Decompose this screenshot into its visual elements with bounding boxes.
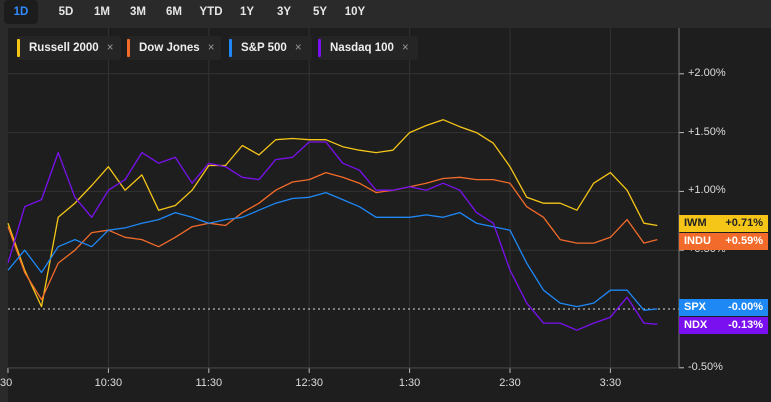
tag-symbol: SPX — [684, 301, 707, 313]
range-button-ytd[interactable]: YTD — [199, 6, 223, 18]
last-value-tag-ndx: NDX -0.13% — [679, 317, 768, 334]
x-tick-label: 2:30 — [499, 377, 521, 389]
tag-value: +0.71% — [725, 217, 763, 229]
x-tick-label: 3:30 — [599, 377, 622, 389]
close-icon[interactable]: × — [401, 42, 409, 54]
legend-label: Dow Jones — [139, 42, 200, 54]
legend-chip-0[interactable]: Russell 2000 × — [17, 36, 121, 60]
range-button-3m[interactable]: 3M — [130, 6, 146, 18]
x-tick-label: 30 — [0, 377, 13, 389]
series-line-1 — [7, 171, 658, 301]
range-button-5y[interactable]: 5Y — [312, 6, 328, 18]
legend-color-swatch — [229, 39, 232, 57]
close-icon[interactable]: × — [294, 42, 302, 54]
range-button-10y[interactable]: 10Y — [344, 6, 366, 18]
last-value-tag-indu: INDU +0.59% — [679, 233, 768, 250]
tag-value: -0.13% — [728, 319, 763, 331]
x-tick-label: 11:30 — [195, 377, 223, 389]
legend-chip-3[interactable]: Nasdaq 100 × — [318, 36, 418, 60]
legend-label: S&P 500 — [241, 42, 287, 54]
left-edge — [0, 28, 8, 402]
range-button-1d[interactable]: 1D — [4, 0, 38, 24]
tag-symbol: INDU — [684, 235, 711, 247]
range-button-3y[interactable]: 3Y — [276, 6, 292, 18]
series-line-3 — [7, 141, 658, 331]
legend-chip-2[interactable]: S&P 500 × — [229, 36, 312, 60]
y-tick-label: +1.00% — [688, 184, 726, 197]
tag-value: -0.00% — [728, 301, 763, 313]
range-button-5d[interactable]: 5D — [58, 6, 74, 18]
x-tick-label: 12:30 — [295, 377, 323, 389]
series-line-2 — [7, 191, 658, 311]
legend-chip-1[interactable]: Dow Jones × — [127, 36, 221, 60]
legend-label: Russell 2000 — [29, 42, 99, 54]
y-tick-label: -0.50% — [688, 360, 723, 373]
legend-color-swatch — [17, 39, 20, 57]
series-line-0 — [7, 119, 658, 308]
last-value-tag-iwm: IWM +0.71% — [679, 215, 768, 232]
legend-color-swatch — [318, 39, 321, 57]
legend-color-swatch — [127, 39, 130, 57]
tag-symbol: IWM — [684, 217, 707, 229]
x-tick-label: 10:30 — [94, 377, 123, 389]
range-toolbar: 1D 5D 1M 3M 6M YTD 1Y 3Y 5Y 10Y — [0, 0, 771, 28]
x-tick-label: 1:30 — [398, 377, 421, 389]
tag-symbol: NDX — [684, 319, 708, 331]
close-icon[interactable]: × — [106, 42, 114, 54]
tag-value: +0.59% — [725, 235, 763, 247]
y-tick-label: +1.50% — [688, 125, 726, 138]
legend-label: Nasdaq 100 — [330, 42, 394, 54]
range-button-1y[interactable]: 1Y — [239, 6, 255, 18]
range-button-6m[interactable]: 6M — [166, 6, 182, 18]
close-icon[interactable]: × — [207, 42, 215, 54]
range-button-1m[interactable]: 1M — [94, 6, 110, 18]
last-value-tag-spx: SPX -0.00% — [679, 299, 768, 316]
y-tick-label: +2.00% — [688, 66, 726, 79]
